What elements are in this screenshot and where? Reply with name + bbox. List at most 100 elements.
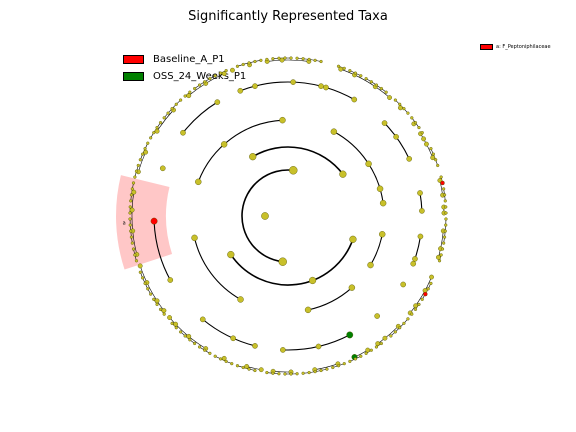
taxon-node	[439, 175, 443, 179]
taxon-node	[307, 57, 311, 62]
taxon-node	[348, 359, 352, 363]
legend-label-baseline: Baseline_A_P1	[153, 54, 225, 65]
highlighted-taxon-node	[423, 291, 428, 297]
taxon-node	[382, 335, 388, 341]
taxon-node	[235, 64, 240, 68]
taxon-node	[436, 254, 441, 260]
taxon-node	[419, 208, 425, 214]
taxon-node	[444, 217, 448, 221]
taxon-node	[152, 297, 156, 301]
taxon-node	[336, 64, 341, 68]
taxon-node	[319, 368, 323, 373]
legend-item-oss: OSS_24_Weeks_P1	[123, 68, 246, 85]
taxon-node	[389, 334, 393, 338]
taxon-node	[186, 93, 192, 99]
taxon-node	[136, 163, 140, 168]
taxon-node	[154, 298, 160, 304]
taxon-node	[289, 56, 293, 60]
taxon-node	[410, 312, 414, 316]
taxon-node	[213, 354, 217, 358]
taxon-node	[359, 74, 363, 78]
taxon-node	[444, 223, 448, 227]
taxon-node	[247, 367, 251, 371]
taxon-node	[429, 281, 433, 285]
taxon-node	[230, 335, 236, 342]
taxon-node	[436, 163, 440, 168]
taxon-node	[224, 69, 228, 73]
taxon-node	[290, 79, 296, 85]
taxon-node	[410, 260, 417, 267]
taxon-node	[342, 66, 346, 70]
taxon-node	[289, 372, 293, 376]
taxon-node	[429, 274, 434, 280]
taxon-node	[143, 147, 147, 151]
taxon-node	[375, 341, 381, 346]
taxon-node	[349, 235, 357, 243]
taxon-node	[279, 116, 286, 124]
taxon-node	[301, 371, 305, 375]
taxon-node	[149, 136, 153, 140]
taxon-node	[365, 160, 372, 168]
taxon-node	[271, 371, 275, 375]
branch-arc	[139, 265, 165, 311]
branch-arc	[131, 192, 138, 255]
branch-arc	[273, 370, 291, 373]
taxon-node	[128, 223, 132, 227]
taxon-node	[439, 253, 443, 257]
taxon-node	[167, 315, 172, 320]
taxon-node	[133, 175, 137, 179]
taxon-node	[237, 87, 244, 94]
taxon-node	[417, 302, 421, 307]
branch-arc	[325, 86, 355, 101]
branch-arc	[409, 276, 432, 314]
taxon-node	[158, 121, 163, 125]
taxon-node	[331, 365, 335, 370]
taxon-node	[289, 166, 298, 175]
taxon-node	[417, 125, 421, 130]
taxon-node	[367, 261, 374, 269]
taxon-node	[279, 57, 285, 63]
taxon-node	[161, 308, 167, 313]
taxon-node	[295, 372, 299, 376]
branch-arc	[156, 109, 174, 132]
taxon-node	[339, 170, 347, 178]
taxon-node	[244, 364, 250, 369]
taxon-node	[301, 57, 305, 61]
taxon-node	[179, 98, 183, 102]
highlighted-taxon-node	[346, 331, 354, 339]
taxon-node	[374, 313, 380, 319]
taxon-node	[442, 241, 446, 245]
taxon-node	[444, 211, 448, 215]
taxon-node	[359, 354, 363, 358]
taxon-node	[180, 129, 186, 136]
taxon-node	[241, 365, 245, 370]
branch-arc	[230, 239, 354, 286]
taxon-node	[412, 256, 418, 262]
taxon-node	[280, 347, 286, 353]
taxon-node	[249, 153, 257, 161]
taxon-node	[319, 59, 323, 64]
taxon-node	[237, 296, 244, 303]
taxon-node	[308, 276, 317, 285]
taxon-node	[406, 156, 413, 162]
taxon-node	[174, 326, 178, 330]
taxon-node	[253, 59, 257, 64]
taxon-node	[442, 193, 447, 197]
taxon-node	[277, 372, 281, 376]
taxon-node	[258, 367, 264, 373]
taxon-node	[364, 77, 368, 81]
taxon-node	[406, 111, 410, 115]
taxon-node	[130, 187, 134, 191]
taxon-node	[174, 102, 178, 106]
branch-arc	[384, 122, 410, 160]
taxon-node	[398, 326, 402, 330]
taxon-node	[376, 185, 384, 192]
taxon-node	[214, 99, 221, 105]
taxon-node	[313, 58, 317, 62]
taxon-node	[183, 94, 187, 98]
taxon-node	[406, 317, 410, 321]
branch-arc	[252, 146, 344, 175]
legend-swatch-baseline	[123, 55, 144, 64]
